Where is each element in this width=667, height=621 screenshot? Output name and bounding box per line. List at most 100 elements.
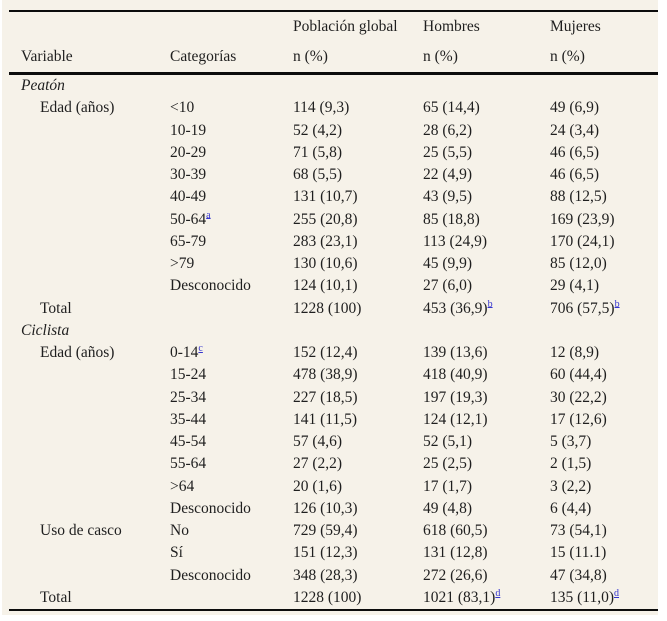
variable-label: Total: [40, 588, 72, 606]
value-cell-hombres: 197 (19,3): [423, 388, 488, 406]
value-cell-global: 130 (10,6): [293, 255, 358, 272]
value-cell-mujeres: 24 (3,4): [550, 121, 600, 139]
value-cell-hombres: 65 (14,4): [423, 99, 480, 117]
value-cell-mujeres: 169 (23,9): [550, 210, 615, 228]
value-cell-global: 68 (5,5): [293, 166, 343, 183]
value-cell-global: 152 (12,4): [293, 344, 358, 361]
value-cell-hombres: 25 (5,5): [423, 143, 473, 161]
value-cell-mujeres: 2 (1,5): [550, 455, 592, 473]
value-cell-mujeres: 29 (4,1): [550, 277, 600, 295]
total-row: Total 1228 (100) 1021 (83,1)d 135 (11,0)d: [9, 587, 658, 609]
value-cell-hombres: 124 (12,1): [423, 410, 488, 428]
table-row: 65-79 283 (23,1) 113 (24,9) 170 (24,1): [9, 231, 658, 253]
data-table: Población global Hombres Mujeres Variabl…: [9, 10, 658, 611]
table-row: Desconocido 124 (10,1) 27 (6,0) 29 (4,1): [9, 275, 658, 297]
variable-label: [21, 565, 170, 587]
subheader-n-pct-mujeres: n (%): [550, 47, 585, 65]
table-row: >79 130 (10,6) 45 (9,9) 85 (12,0): [9, 253, 658, 275]
category-cell: >79: [170, 255, 195, 272]
section-label: Peatón: [21, 77, 65, 94]
value-cell-global: 283 (23,1): [293, 232, 358, 250]
value-cell-mujeres: 47 (34,8): [550, 566, 607, 584]
value-cell-mujeres: 5 (3,7): [550, 433, 592, 450]
table-row: Edad (años) 0-14c 152 (12,4) 139 (13,6) 12 (…: [9, 342, 658, 364]
footnote-link-a[interactable]: a: [206, 209, 211, 221]
variable-label: [21, 542, 170, 564]
category-cell: 15-24: [170, 366, 207, 384]
variable-label: [21, 231, 170, 253]
value-cell-mujeres: 12 (8,9): [550, 344, 600, 361]
value-cell-global: 131 (10,7): [293, 188, 358, 206]
section-label: Ciclista: [21, 321, 70, 339]
value-cell-global: 348 (28,3): [293, 566, 358, 584]
value-cell-hombres: 139 (13,6): [423, 344, 488, 361]
category-cell: [170, 587, 293, 609]
value-cell-hombres: 43 (9,5): [423, 188, 473, 206]
value-cell-mujeres: 17 (12,6): [550, 410, 607, 428]
value-cell-hombres: 27 (6,0): [423, 277, 473, 295]
category-cell: 65-79: [170, 232, 207, 250]
category-cell: 10-19: [170, 121, 207, 139]
footnote-link-d[interactable]: d: [495, 587, 501, 599]
category-cell: >64: [170, 477, 195, 495]
value-cell-mujeres: 46 (6,5): [550, 143, 600, 161]
value-cell-mujeres: 6 (4,4): [550, 499, 592, 517]
table-row: 50-64a 255 (20,8) 85 (18,8) 169 (23,9): [9, 209, 658, 231]
value-cell-hombres: 17 (1,7): [423, 477, 473, 495]
value-cell-hombres: 453 (36,9)b: [423, 298, 493, 317]
subheader-n-pct-hombres: n (%): [423, 47, 458, 65]
bottom-rule: [9, 609, 658, 611]
table-row: 20-29 71 (5,8) 25 (5,5) 46 (6,5): [9, 142, 658, 164]
category-cell: <10: [170, 99, 195, 117]
category-cell: 55-64: [170, 455, 207, 473]
value-cell-hombres: 131 (12,8): [423, 544, 488, 562]
value-cell-hombres: 49 (4,8): [423, 499, 473, 517]
value-cell-global: 1228 (100): [293, 299, 362, 317]
category-cell: 0-14c: [170, 342, 203, 361]
category-cell: Desconocido: [170, 566, 251, 584]
value-cell-global: 27 (2,2): [293, 455, 343, 473]
value-cell-mujeres: 60 (44,4): [550, 366, 607, 384]
footnote-link-b[interactable]: b: [487, 298, 493, 310]
footnote-link-b[interactable]: b: [614, 298, 620, 310]
subheader-n-pct-global: n (%): [293, 47, 328, 65]
value-cell-global: 124 (10,1): [293, 277, 358, 295]
category-cell: [170, 298, 293, 320]
value-cell-mujeres: 85 (12,0): [550, 255, 607, 272]
value-cell-global: 52 (4,2): [293, 121, 343, 139]
value-cell-global: 57 (4,6): [293, 433, 343, 450]
value-cell-global: 729 (59,4): [293, 522, 358, 539]
table-row: Edad (años) <10 114 (9,3) 65 (14,4) 49 (6,9): [9, 97, 658, 119]
value-cell-mujeres: 88 (12,5): [550, 188, 607, 206]
category-cell: 45-54: [170, 433, 207, 450]
category-cell: No: [170, 522, 189, 539]
value-cell-mujeres: 3 (2,2): [550, 477, 592, 495]
value-cell-hombres: 85 (18,8): [423, 210, 480, 228]
variable-label: [21, 431, 170, 453]
header-rule: [9, 72, 658, 75]
footnote-link-d[interactable]: d: [614, 587, 619, 599]
value-cell-global: 141 (11,5): [293, 410, 357, 428]
table-row: 55-64 27 (2,2) 25 (2,5) 2 (1,5): [9, 453, 658, 475]
category-cell: Sí: [170, 544, 183, 562]
value-cell-mujeres: 170 (24,1): [550, 232, 615, 250]
value-cell-mujeres: 30 (22,2): [550, 388, 607, 406]
value-cell-global: 1228 (100): [293, 588, 362, 606]
variable-label: [21, 409, 170, 431]
top-rule: [9, 10, 658, 12]
table-row: Desconocido 126 (10,3) 49 (4,8) 6 (4,4): [9, 498, 658, 520]
value-cell-hombres: 52 (5,1): [423, 433, 473, 450]
category-cell: 35-44: [170, 410, 207, 428]
footnote-link-c[interactable]: c: [198, 342, 203, 354]
category-cell: 20-29: [170, 143, 207, 161]
variable-label: Total: [40, 299, 72, 317]
variable-label: Uso de casco: [40, 522, 122, 539]
table-row: 10-19 52 (4,2) 28 (6,2) 24 (3,4): [9, 120, 658, 142]
category-cell: 25-34: [170, 388, 207, 406]
category-cell: 30-39: [170, 166, 207, 183]
value-cell-mujeres: 15 (11.1): [550, 544, 607, 562]
table-row: Sí 151 (12,3) 131 (12,8) 15 (11.1): [9, 542, 658, 564]
value-cell-global: 478 (38,9): [293, 366, 358, 384]
group-header-hombres: Hombres: [423, 17, 480, 35]
